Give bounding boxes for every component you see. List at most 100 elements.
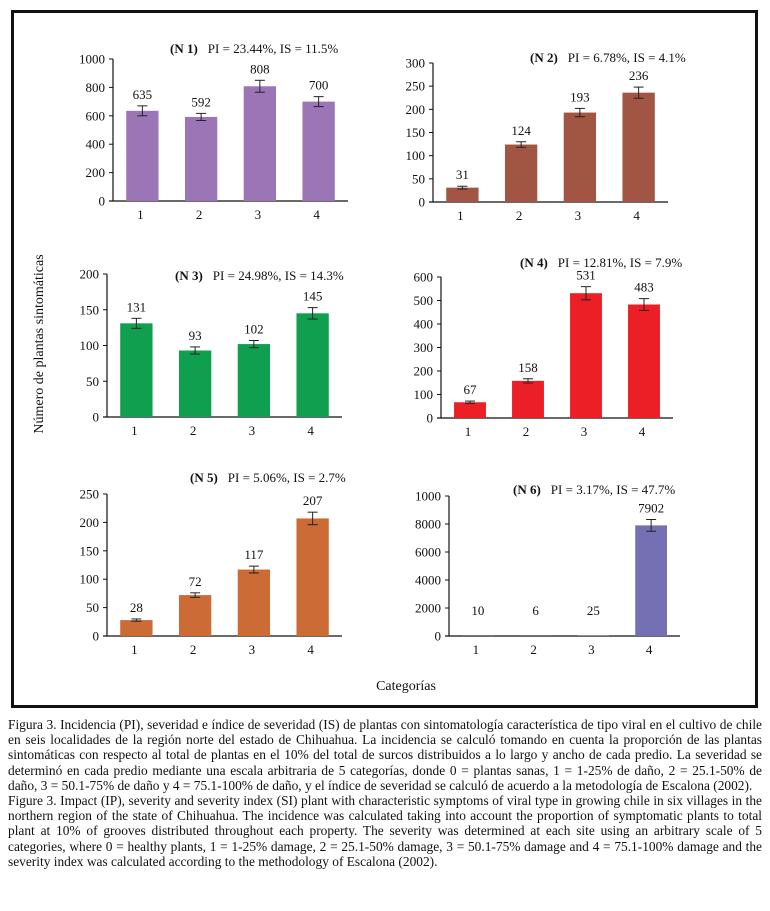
x-tick-label: 1 bbox=[457, 208, 464, 223]
bar bbox=[628, 304, 660, 418]
x-axis-title: Categorías bbox=[376, 679, 436, 694]
x-tick-label: 3 bbox=[249, 642, 256, 657]
y-tick-label: 0 bbox=[419, 195, 426, 210]
y-tick-label: 2000 bbox=[415, 601, 441, 616]
panel-id: (N 6) bbox=[513, 482, 541, 497]
y-tick-label: 150 bbox=[80, 543, 100, 558]
y-tick-label: 400 bbox=[86, 137, 106, 152]
bar bbox=[302, 101, 335, 201]
panel-id: (N 3) bbox=[175, 268, 203, 283]
data-label: 6 bbox=[532, 603, 539, 618]
data-label: 72 bbox=[189, 574, 202, 589]
x-tick-label: 1 bbox=[131, 423, 138, 438]
caption-english: Figure 3. Impact (IP), severity and seve… bbox=[8, 793, 762, 869]
bar bbox=[563, 112, 597, 202]
y-tick-label: 300 bbox=[414, 340, 434, 355]
y-tick-label: 6000 bbox=[415, 545, 441, 560]
y-tick-label: 1000 bbox=[79, 52, 105, 67]
panel-id: (N 4) bbox=[520, 255, 548, 270]
panel-stats: PI = 24.98%, IS = 14.3% bbox=[213, 268, 344, 283]
y-tick-label: 200 bbox=[406, 102, 426, 117]
y-tick-label: 50 bbox=[86, 374, 99, 389]
chart-panel-2: 0 50 100 150 200 250 300 31 1 124 2 193 3 236 4 (N 2) PI… bbox=[406, 50, 686, 223]
x-tick-label: 2 bbox=[190, 642, 197, 657]
y-tick-label: 500 bbox=[414, 293, 434, 308]
bar bbox=[126, 110, 159, 201]
bar bbox=[454, 402, 486, 418]
x-tick-label: 2 bbox=[196, 207, 203, 222]
y-tick-label: 200 bbox=[414, 364, 434, 379]
y-tick-label: 400 bbox=[414, 317, 434, 332]
bar bbox=[296, 518, 329, 636]
y-tick-label: 200 bbox=[80, 515, 100, 530]
y-tick-label: 600 bbox=[414, 270, 434, 285]
x-tick-label: 2 bbox=[530, 642, 537, 657]
y-tick-label: 0 bbox=[93, 410, 100, 425]
x-tick-label: 3 bbox=[575, 208, 582, 223]
data-label: 102 bbox=[244, 321, 264, 336]
chart-panel-1: 0 200 400 600 800 1000 635 1 592 2 808 3 700 4 (N 1) PI… bbox=[79, 41, 348, 222]
data-label: 25 bbox=[587, 603, 600, 618]
data-label: 93 bbox=[189, 328, 202, 343]
panel-stats: PI = 12.81%, IS = 7.9% bbox=[558, 255, 683, 270]
data-label: 67 bbox=[464, 382, 478, 397]
x-tick-label: 1 bbox=[131, 642, 138, 657]
y-tick-label: 100 bbox=[80, 572, 100, 587]
bar bbox=[570, 293, 602, 418]
data-label: 7902 bbox=[638, 500, 664, 515]
panel-id: (N 2) bbox=[530, 50, 558, 65]
panel-id: (N 1) bbox=[170, 41, 198, 56]
y-tick-label: 100 bbox=[414, 387, 434, 402]
panel-title: (N 4) PI = 12.81%, IS = 7.9% bbox=[520, 255, 682, 270]
chart-panel-4: 0 100 200 300 400 500 600 67 1 158 2 531 3 483 4 (N 4) P… bbox=[414, 255, 683, 439]
y-tick-label: 4000 bbox=[415, 573, 441, 588]
bar bbox=[237, 344, 271, 417]
panel-stats: PI = 6.78%, IS = 4.1% bbox=[568, 50, 686, 65]
y-axis-title: Número de plantas sintomáticas bbox=[32, 254, 47, 433]
x-tick-label: 4 bbox=[639, 424, 646, 439]
data-label: 700 bbox=[309, 78, 329, 93]
data-label: 635 bbox=[133, 87, 153, 102]
data-label: 117 bbox=[244, 547, 264, 562]
panel-title: (N 6) PI = 3.17%, IS = 47.7% bbox=[513, 482, 675, 497]
data-label: 131 bbox=[127, 299, 147, 314]
figure-charts: Número de plantas sintomáticas Categoría… bbox=[32, 41, 686, 694]
x-tick-label: 4 bbox=[646, 642, 653, 657]
data-label: 10 bbox=[471, 603, 484, 618]
bar bbox=[237, 569, 271, 636]
panel-title: (N 2) PI = 6.78%, IS = 4.1% bbox=[530, 50, 686, 65]
x-tick-label: 3 bbox=[255, 207, 262, 222]
panel-id: (N 5) bbox=[190, 470, 218, 485]
x-tick-label: 2 bbox=[190, 423, 197, 438]
x-tick-label: 3 bbox=[249, 423, 256, 438]
y-tick-label: 100 bbox=[406, 148, 426, 163]
data-label: 145 bbox=[303, 289, 323, 304]
x-tick-label: 3 bbox=[581, 424, 588, 439]
x-tick-label: 1 bbox=[473, 642, 480, 657]
chart-panel-5: 0 50 100 150 200 250 28 1 72 2 117 3 207 4 (N 5) PI = 5… bbox=[80, 470, 346, 657]
bar bbox=[512, 380, 544, 418]
data-label: 531 bbox=[576, 268, 596, 283]
bar bbox=[120, 620, 153, 636]
y-tick-label: 150 bbox=[406, 125, 426, 140]
y-tick-label: 250 bbox=[80, 487, 100, 502]
y-tick-label: 200 bbox=[86, 165, 106, 180]
x-tick-label: 4 bbox=[307, 423, 314, 438]
y-tick-label: 1000 bbox=[415, 489, 441, 504]
y-tick-label: 250 bbox=[406, 79, 426, 94]
panel-stats: PI = 3.17%, IS = 47.7% bbox=[551, 482, 676, 497]
data-label: 207 bbox=[303, 493, 323, 508]
caption-spanish: Figura 3. Incidencia (PI), severidad e í… bbox=[8, 717, 762, 793]
y-tick-label: 0 bbox=[427, 411, 434, 426]
y-tick-label: 800 bbox=[86, 80, 106, 95]
bar bbox=[184, 116, 218, 201]
figure-caption: Figura 3. Incidencia (PI), severidad e í… bbox=[8, 717, 762, 869]
chart-panel-6: 0 2000 4000 6000 8000 1000 10 1 6 2 25 3 7902 4 (N 6) P… bbox=[415, 482, 680, 657]
data-label: 158 bbox=[518, 360, 538, 375]
x-tick-label: 3 bbox=[588, 642, 595, 657]
x-tick-label: 4 bbox=[633, 208, 640, 223]
panel-stats: PI = 23.44%, IS = 11.5% bbox=[208, 41, 339, 56]
bar bbox=[622, 92, 655, 202]
x-tick-label: 1 bbox=[137, 207, 144, 222]
x-tick-label: 1 bbox=[465, 424, 472, 439]
